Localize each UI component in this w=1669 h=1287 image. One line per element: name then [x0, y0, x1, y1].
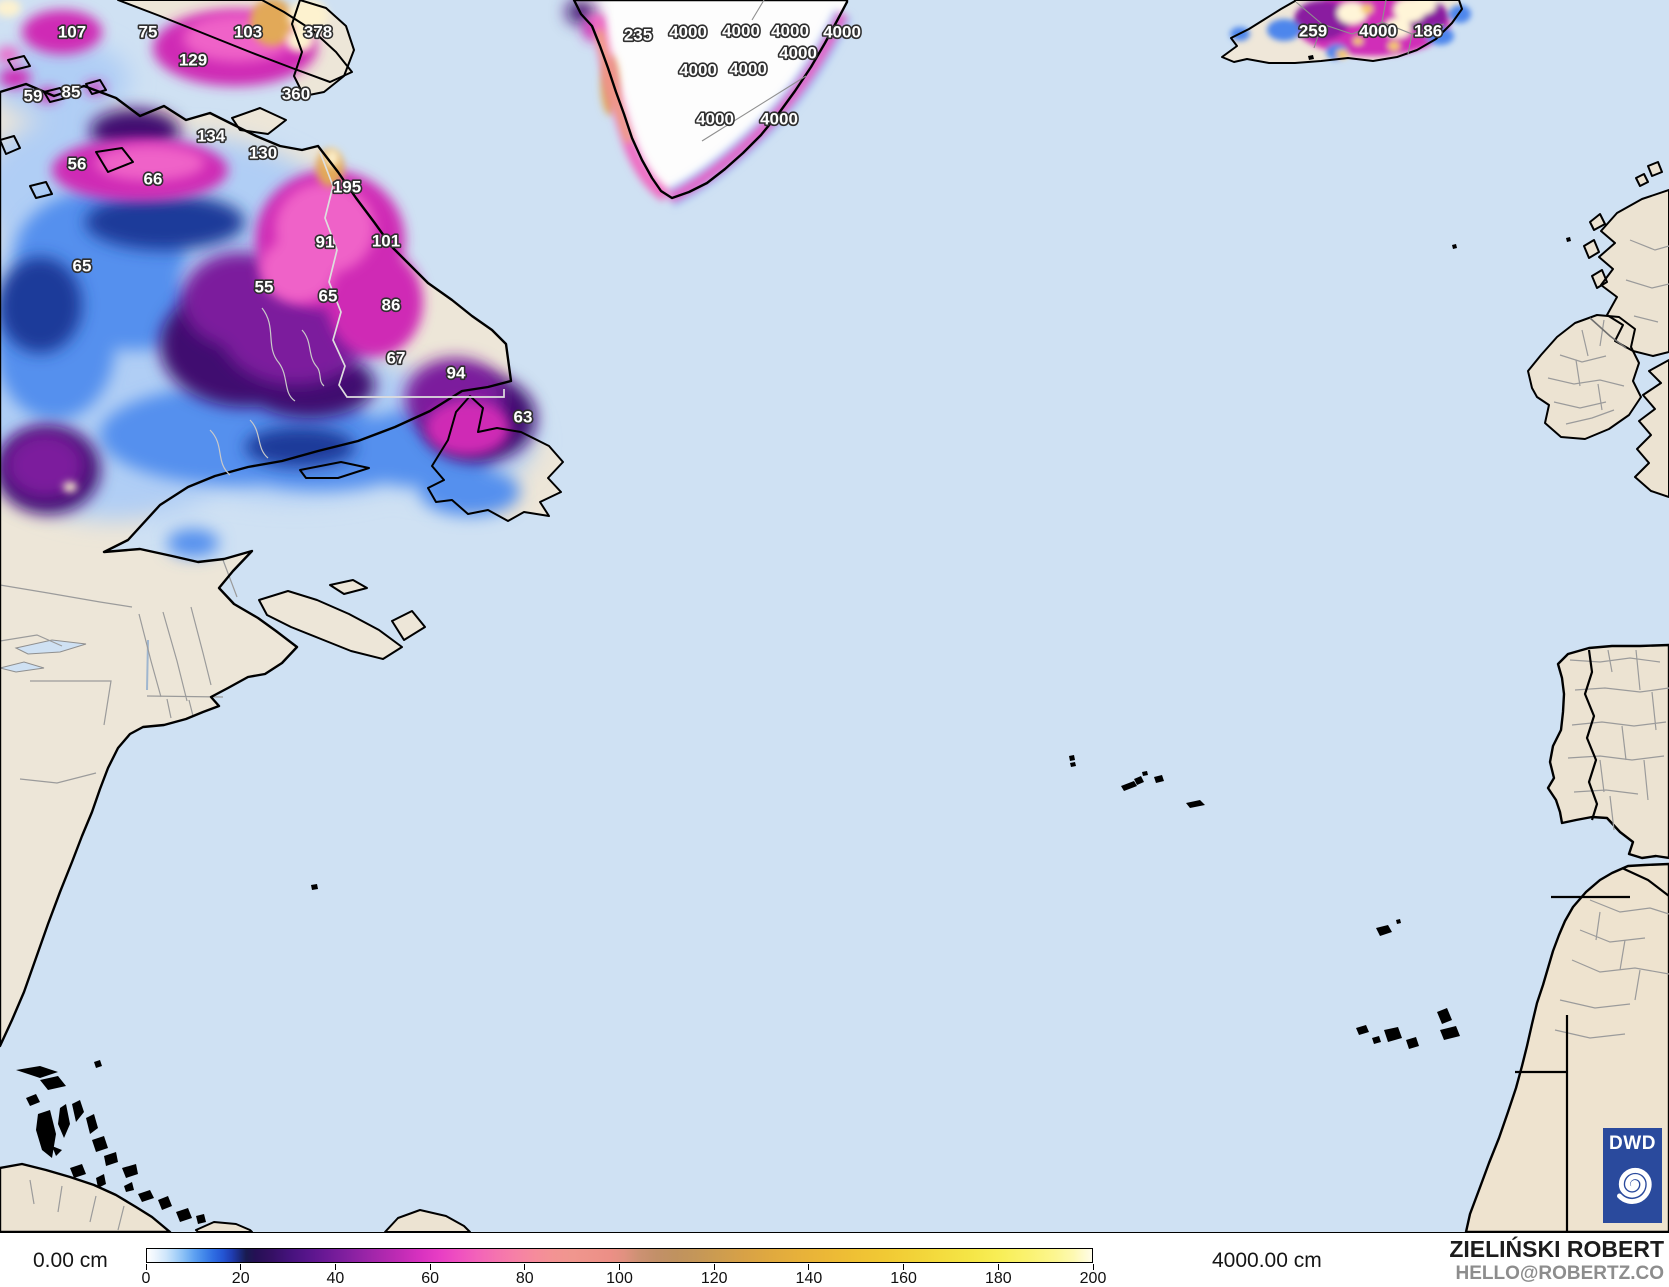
map-value-label: 4000 [760, 110, 798, 129]
map-value-label: 55 [255, 278, 274, 297]
colorbar-tick-label: 120 [700, 1270, 728, 1287]
admin-borders-over [29, 0, 1669, 1232]
map-value-label: 259 [1299, 22, 1327, 41]
colorbar-tick-label: 20 [231, 1270, 250, 1287]
legend-min-label: 0.00 cm [33, 1249, 108, 1272]
map-value-label: 4000 [722, 22, 760, 41]
map-value-label: 378 [304, 23, 332, 42]
map-value-label: 4000 [669, 23, 707, 42]
colorbar-tick-mark [1092, 1264, 1094, 1270]
branding: ZIELIŃSKI ROBERT HELLO@ROBERTZ.CO [1449, 1236, 1664, 1285]
map-value-label: 56 [68, 155, 87, 174]
map-value-label: 134 [197, 127, 226, 146]
map-value-label: 67 [387, 349, 406, 368]
map-value-label: 91 [316, 233, 335, 252]
legend-max-label: 4000.00 cm [1212, 1249, 1322, 1272]
colorbar-tick-label: 80 [515, 1270, 534, 1287]
map-value-label: 235 [624, 26, 652, 45]
branding-name: ZIELIŃSKI ROBERT [1449, 1236, 1664, 1262]
admin-borders-us [0, 559, 238, 784]
map: 107 75 103 378 129 360 59 85 134 130 56 66 195 91 101 6… [0, 0, 1669, 1232]
colorbar-tick-label: 200 [1079, 1270, 1107, 1287]
map-value-label: 4000 [729, 60, 767, 79]
colorbar-tick-mark [903, 1264, 905, 1270]
colorbar-tick-label: 60 [421, 1270, 439, 1287]
map-value-label: 63 [514, 408, 533, 427]
colorbar-tick-label: 0 [141, 1270, 151, 1287]
map-value-label: 101 [372, 232, 400, 251]
colorbar-tick-mark [524, 1264, 526, 1270]
map-value-label: 4000 [696, 110, 734, 129]
map-value-label: 4000 [823, 23, 861, 42]
colorbar-tick-mark [240, 1264, 242, 1270]
map-canvas: 107 75 103 378 129 360 59 85 134 130 56 66 195 91 101 6… [0, 0, 1669, 1232]
dwd-spiral-icon [1616, 1167, 1652, 1205]
map-value-label: 65 [73, 257, 92, 276]
snow-field [0, 0, 619, 557]
map-value-label: 4000 [679, 61, 717, 80]
colorbar-tick-label: 160 [890, 1270, 917, 1287]
map-value-label: 86 [382, 296, 401, 315]
colorbar-tick-label: 40 [326, 1270, 345, 1287]
map-value-label: 94 [447, 364, 466, 383]
colorbar-tick-label: 100 [606, 1270, 633, 1287]
map-value-label: 4000 [1359, 22, 1397, 41]
colorbar-tick-mark [997, 1264, 999, 1270]
map-value-label: 65 [319, 287, 338, 306]
colorbar-gradient [146, 1248, 1093, 1263]
map-value-label: 107 [58, 23, 86, 42]
map-value-label: 4000 [771, 22, 809, 41]
colorbar-tick-mark [713, 1264, 715, 1270]
colorbar-tick-mark [429, 1264, 431, 1270]
colorbar-tick-label: 180 [984, 1270, 1012, 1287]
branding-email: HELLO@ROBERTZ.CO [1455, 1263, 1664, 1285]
map-value-label: 66 [144, 170, 163, 189]
colorbar-tick-mark [334, 1264, 336, 1270]
dwd-logo: DWD [1603, 1128, 1662, 1223]
map-value-label: 360 [282, 85, 310, 104]
map-value-labels: 107 75 103 378 129 360 59 85 134 130 56 66 195 91 101 6… [22, 20, 1444, 428]
colorbar-tick-mark [145, 1264, 147, 1270]
map-value-label: 129 [179, 51, 207, 70]
colorbar-tick-mark [808, 1264, 810, 1270]
map-value-label: 4000 [779, 44, 817, 63]
map-value-label: 186 [1414, 22, 1442, 41]
map-value-label: 103 [234, 23, 262, 42]
small-islands [16, 55, 1571, 1224]
colorbar-tick-label: 140 [795, 1270, 823, 1287]
map-value-label: 75 [139, 23, 158, 42]
dwd-logo-text: DWD [1609, 1133, 1656, 1154]
map-value-label: 59 [24, 87, 43, 106]
legend-bar: 0.00 cm 0 20 40 60 80 100 120 140 160 180 200 4000… [0, 1232, 1669, 1287]
lakes [0, 639, 149, 691]
iceland-snow [1230, 0, 1471, 60]
colorbar-tick-mark [619, 1264, 620, 1270]
map-value-label: 85 [62, 83, 81, 102]
map-value-label: 130 [249, 144, 277, 163]
colorbar-ticks: 0 20 40 60 80 100 120 140 160 180 200 [142, 1263, 1106, 1287]
map-value-label: 195 [333, 178, 361, 197]
